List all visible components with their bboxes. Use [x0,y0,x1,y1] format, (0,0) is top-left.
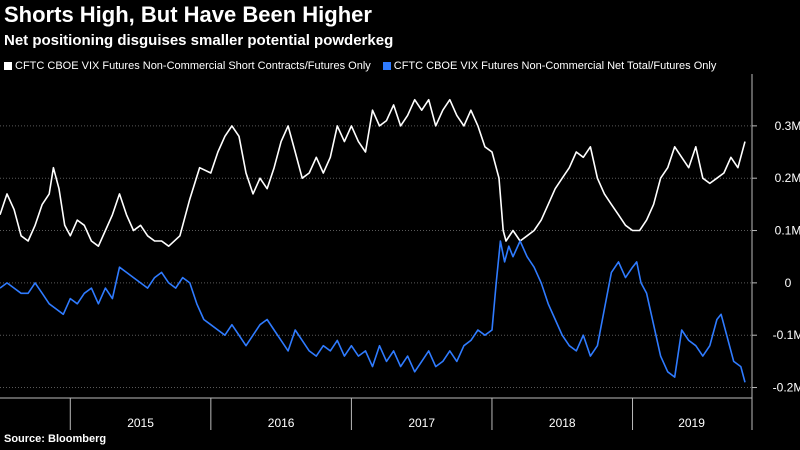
x-tick-label-2015: 2015 [127,416,154,430]
y-tick-label-0: 0.3M [775,119,800,133]
y-tick-label-1: 0.2M [775,171,800,185]
x-tick-label-2016: 2016 [268,416,295,430]
chart-subtitle: Net positioning disguises smaller potent… [4,32,394,49]
y-tick-label-3: 0 [785,276,792,290]
legend-label-short: CFTC CBOE VIX Futures Non-Commercial Sho… [15,60,371,72]
chart-title: Shorts High, But Have Been Higher [4,2,372,27]
x-tick-label-2018: 2018 [549,416,576,430]
source-note: Source: Bloomberg [4,433,107,445]
x-tick-label-2019: 2019 [678,416,705,430]
y-tick-label-5: -0.2M [773,381,800,395]
y-tick-label-2: 0.1M [775,224,800,238]
legend-swatch-short [4,62,12,70]
legend-swatch-net [382,62,391,70]
series-line-net-total [0,240,746,383]
legend-item-short: CFTC CBOE VIX Futures Non-Commercial Sho… [4,60,371,72]
legend-label-net: CFTC CBOE VIX Futures Non-Commercial Net… [393,60,717,72]
series-line-short-contracts [0,98,746,247]
x-tick-label-2017: 2017 [408,416,435,430]
y-tick-label-4: -0.1M [773,328,800,342]
legend: CFTC CBOE VIX Futures Non-Commercial Sho… [4,60,716,72]
legend-item-net: CFTC CBOE VIX Futures Non-Commercial Net… [382,60,717,72]
